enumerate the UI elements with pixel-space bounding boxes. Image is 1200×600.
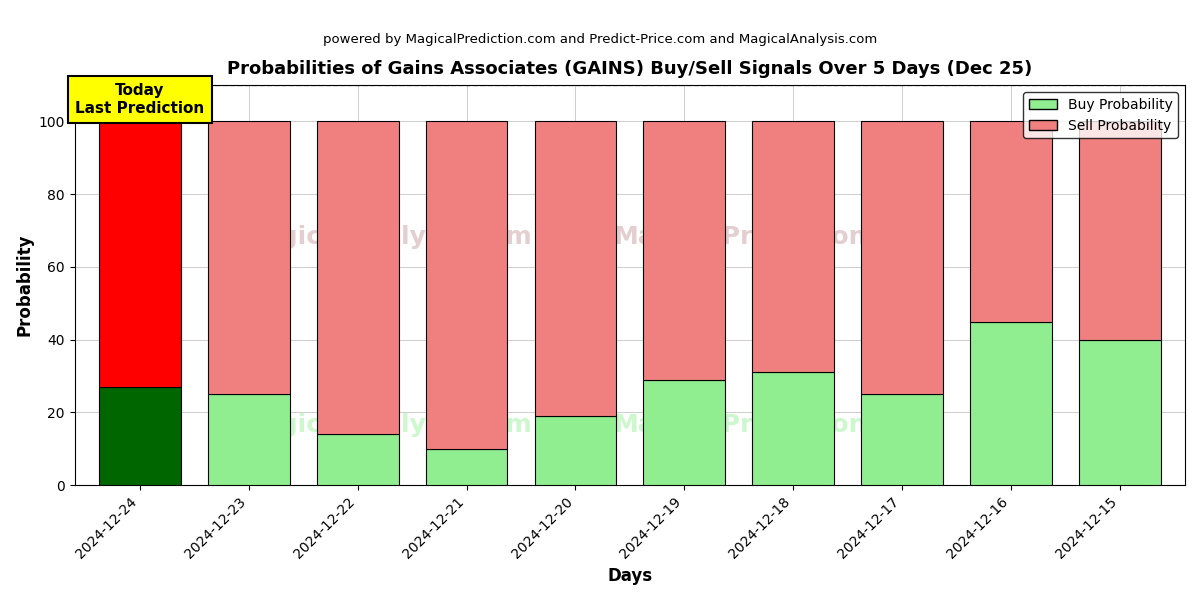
Bar (317, 434, 398, 485)
Text: MagicalPrediction.com: MagicalPrediction.com (613, 225, 935, 249)
Text: MagicalPrediction.com: MagicalPrediction.com (613, 413, 935, 437)
Bar (534, 416, 617, 485)
X-axis label: Days: Days (607, 567, 653, 585)
Y-axis label: Probability: Probability (16, 234, 34, 337)
Bar (534, 121, 617, 416)
Bar (862, 394, 943, 485)
Bar (100, 387, 181, 485)
Bar (643, 121, 725, 380)
Legend: Buy Probability, Sell Probability: Buy Probability, Sell Probability (1024, 92, 1178, 138)
Text: MagicalAnalysis.com: MagicalAnalysis.com (239, 413, 533, 437)
Text: MagicalAnalysis.com: MagicalAnalysis.com (239, 225, 533, 249)
Bar (208, 121, 289, 394)
Bar (317, 121, 398, 434)
Bar (1079, 340, 1160, 485)
Text: Today
Last Prediction: Today Last Prediction (76, 83, 204, 116)
Bar (970, 121, 1051, 322)
Bar (208, 394, 289, 485)
Bar (862, 121, 943, 394)
Text: powered by MagicalPrediction.com and Predict-Price.com and MagicalAnalysis.com: powered by MagicalPrediction.com and Pre… (323, 32, 877, 46)
Bar (643, 380, 725, 485)
Title: Probabilities of Gains Associates (GAINS) Buy/Sell Signals Over 5 Days (Dec 25): Probabilities of Gains Associates (GAINS… (227, 60, 1032, 78)
Bar (752, 373, 834, 485)
Bar (970, 322, 1051, 485)
Bar (100, 121, 181, 387)
Bar (426, 121, 508, 449)
Bar (426, 449, 508, 485)
Bar (1079, 121, 1160, 340)
Bar (752, 121, 834, 373)
